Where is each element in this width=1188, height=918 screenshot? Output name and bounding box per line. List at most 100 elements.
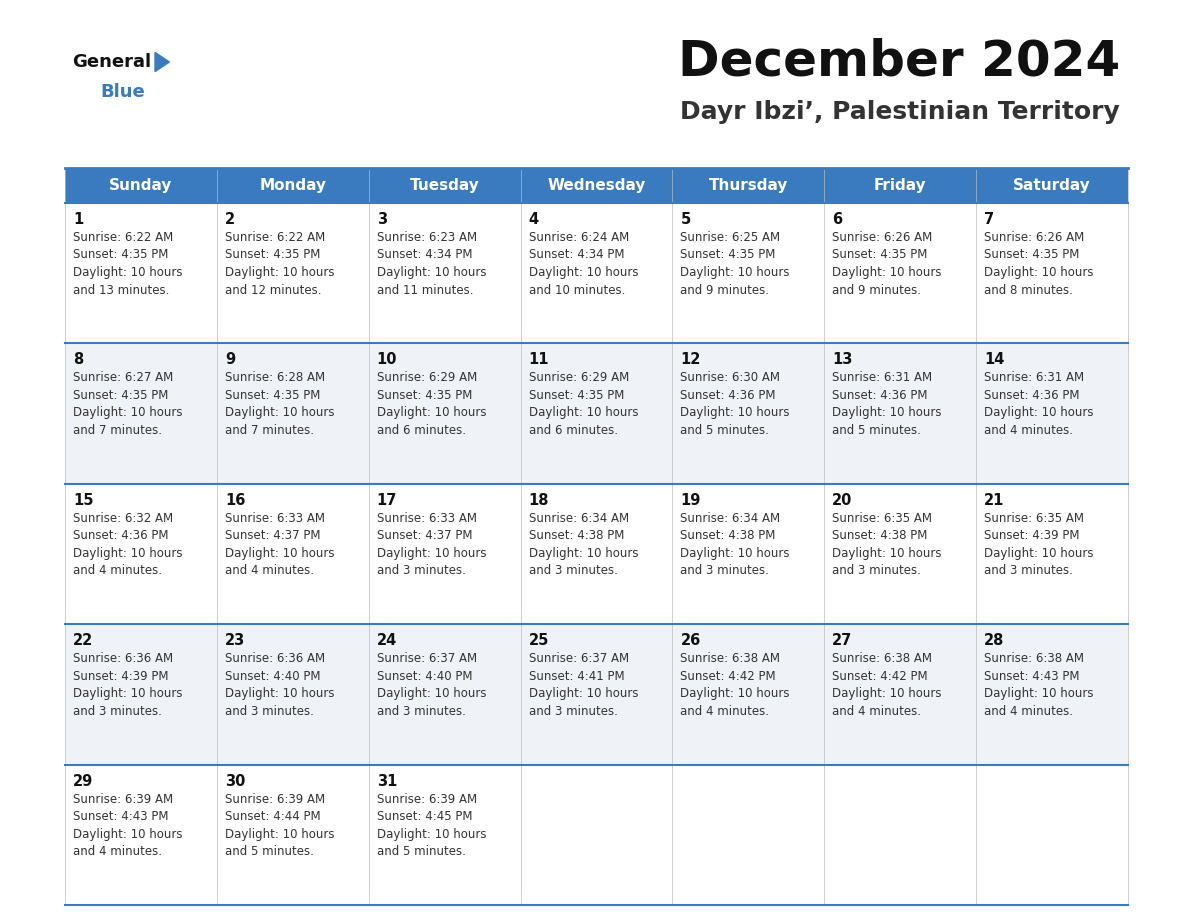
Text: and 6 minutes.: and 6 minutes. xyxy=(377,424,466,437)
Text: Daylight: 10 hours: Daylight: 10 hours xyxy=(833,688,942,700)
Text: Sunrise: 6:38 AM: Sunrise: 6:38 AM xyxy=(681,652,781,666)
Text: Sunrise: 6:38 AM: Sunrise: 6:38 AM xyxy=(833,652,933,666)
Text: 29: 29 xyxy=(72,774,93,789)
Text: and 12 minutes.: and 12 minutes. xyxy=(225,284,322,297)
Text: 27: 27 xyxy=(833,633,853,648)
Text: 20: 20 xyxy=(833,493,853,508)
Text: Daylight: 10 hours: Daylight: 10 hours xyxy=(225,688,334,700)
Text: Sunset: 4:36 PM: Sunset: 4:36 PM xyxy=(984,389,1080,402)
Text: Daylight: 10 hours: Daylight: 10 hours xyxy=(377,828,486,841)
Text: Sunset: 4:37 PM: Sunset: 4:37 PM xyxy=(225,530,321,543)
Text: and 4 minutes.: and 4 minutes. xyxy=(72,845,162,858)
Text: Sunset: 4:35 PM: Sunset: 4:35 PM xyxy=(72,249,169,262)
Text: Sunset: 4:38 PM: Sunset: 4:38 PM xyxy=(529,530,624,543)
Text: and 3 minutes.: and 3 minutes. xyxy=(529,705,618,718)
Text: and 4 minutes.: and 4 minutes. xyxy=(72,565,162,577)
Text: Friday: Friday xyxy=(874,178,927,193)
Text: Sunrise: 6:35 AM: Sunrise: 6:35 AM xyxy=(833,512,933,525)
Text: and 3 minutes.: and 3 minutes. xyxy=(72,705,162,718)
Text: and 3 minutes.: and 3 minutes. xyxy=(984,565,1073,577)
Bar xyxy=(65,343,1127,484)
Text: Daylight: 10 hours: Daylight: 10 hours xyxy=(984,688,1094,700)
Text: and 5 minutes.: and 5 minutes. xyxy=(681,424,770,437)
Text: Monday: Monday xyxy=(259,178,327,193)
Text: and 9 minutes.: and 9 minutes. xyxy=(833,284,921,297)
Bar xyxy=(65,203,1127,343)
Text: Daylight: 10 hours: Daylight: 10 hours xyxy=(529,547,638,560)
Text: Daylight: 10 hours: Daylight: 10 hours xyxy=(681,688,790,700)
Bar xyxy=(65,624,1127,765)
Text: Sunrise: 6:32 AM: Sunrise: 6:32 AM xyxy=(72,512,173,525)
Text: 26: 26 xyxy=(681,633,701,648)
Text: and 7 minutes.: and 7 minutes. xyxy=(225,424,314,437)
Text: and 3 minutes.: and 3 minutes. xyxy=(833,565,921,577)
Text: Daylight: 10 hours: Daylight: 10 hours xyxy=(833,547,942,560)
Text: 12: 12 xyxy=(681,353,701,367)
Text: Sunset: 4:40 PM: Sunset: 4:40 PM xyxy=(225,670,321,683)
Text: 11: 11 xyxy=(529,353,549,367)
Text: Daylight: 10 hours: Daylight: 10 hours xyxy=(529,266,638,279)
Text: and 10 minutes.: and 10 minutes. xyxy=(529,284,625,297)
Text: 24: 24 xyxy=(377,633,397,648)
Text: Sunrise: 6:37 AM: Sunrise: 6:37 AM xyxy=(377,652,476,666)
Text: and 4 minutes.: and 4 minutes. xyxy=(833,705,921,718)
Text: Daylight: 10 hours: Daylight: 10 hours xyxy=(225,828,334,841)
Text: Daylight: 10 hours: Daylight: 10 hours xyxy=(681,266,790,279)
Bar xyxy=(65,484,1127,624)
Text: Daylight: 10 hours: Daylight: 10 hours xyxy=(681,547,790,560)
Text: and 4 minutes.: and 4 minutes. xyxy=(681,705,770,718)
Bar xyxy=(65,765,1127,905)
Text: Sunrise: 6:26 AM: Sunrise: 6:26 AM xyxy=(833,231,933,244)
Text: 30: 30 xyxy=(225,774,245,789)
Text: and 4 minutes.: and 4 minutes. xyxy=(984,705,1073,718)
Text: Sunrise: 6:28 AM: Sunrise: 6:28 AM xyxy=(225,372,326,385)
Text: Sunset: 4:35 PM: Sunset: 4:35 PM xyxy=(377,389,472,402)
Text: Sunrise: 6:33 AM: Sunrise: 6:33 AM xyxy=(377,512,476,525)
Text: 28: 28 xyxy=(984,633,1005,648)
Text: Sunrise: 6:27 AM: Sunrise: 6:27 AM xyxy=(72,372,173,385)
Text: Sunrise: 6:36 AM: Sunrise: 6:36 AM xyxy=(225,652,326,666)
Text: 25: 25 xyxy=(529,633,549,648)
Text: 3: 3 xyxy=(377,212,387,227)
Text: 2: 2 xyxy=(225,212,235,227)
Text: Sunset: 4:43 PM: Sunset: 4:43 PM xyxy=(984,670,1080,683)
Text: Daylight: 10 hours: Daylight: 10 hours xyxy=(225,547,334,560)
Text: Sunset: 4:34 PM: Sunset: 4:34 PM xyxy=(377,249,472,262)
Text: Sunset: 4:42 PM: Sunset: 4:42 PM xyxy=(681,670,776,683)
Text: Sunset: 4:37 PM: Sunset: 4:37 PM xyxy=(377,530,472,543)
Text: 4: 4 xyxy=(529,212,538,227)
Text: and 3 minutes.: and 3 minutes. xyxy=(681,565,770,577)
Text: and 4 minutes.: and 4 minutes. xyxy=(984,424,1073,437)
Text: and 8 minutes.: and 8 minutes. xyxy=(984,284,1073,297)
Text: 14: 14 xyxy=(984,353,1005,367)
Text: and 13 minutes.: and 13 minutes. xyxy=(72,284,170,297)
Text: Sunset: 4:38 PM: Sunset: 4:38 PM xyxy=(681,530,776,543)
Text: Sunset: 4:35 PM: Sunset: 4:35 PM xyxy=(984,249,1080,262)
Text: Sunset: 4:36 PM: Sunset: 4:36 PM xyxy=(833,389,928,402)
Text: Daylight: 10 hours: Daylight: 10 hours xyxy=(984,407,1094,420)
Text: Daylight: 10 hours: Daylight: 10 hours xyxy=(984,547,1094,560)
Text: Sunset: 4:35 PM: Sunset: 4:35 PM xyxy=(833,249,928,262)
Text: 8: 8 xyxy=(72,353,83,367)
Text: 6: 6 xyxy=(833,212,842,227)
Text: and 3 minutes.: and 3 minutes. xyxy=(529,565,618,577)
Text: Sunrise: 6:29 AM: Sunrise: 6:29 AM xyxy=(529,372,628,385)
Text: and 3 minutes.: and 3 minutes. xyxy=(225,705,314,718)
Text: 18: 18 xyxy=(529,493,549,508)
Text: Wednesday: Wednesday xyxy=(548,178,646,193)
Text: Sunset: 4:36 PM: Sunset: 4:36 PM xyxy=(72,530,169,543)
Text: December 2024: December 2024 xyxy=(677,38,1120,86)
Text: Sunrise: 6:22 AM: Sunrise: 6:22 AM xyxy=(225,231,326,244)
Text: Daylight: 10 hours: Daylight: 10 hours xyxy=(377,688,486,700)
Text: 1: 1 xyxy=(72,212,83,227)
Text: Sunrise: 6:31 AM: Sunrise: 6:31 AM xyxy=(984,372,1085,385)
Text: Dayr Ibzi’, Palestinian Territory: Dayr Ibzi’, Palestinian Territory xyxy=(681,100,1120,124)
Text: Sunrise: 6:34 AM: Sunrise: 6:34 AM xyxy=(529,512,628,525)
Text: Daylight: 10 hours: Daylight: 10 hours xyxy=(529,407,638,420)
Text: and 6 minutes.: and 6 minutes. xyxy=(529,424,618,437)
Text: Sunset: 4:45 PM: Sunset: 4:45 PM xyxy=(377,810,472,823)
Text: Sunday: Sunday xyxy=(109,178,172,193)
Text: Sunset: 4:40 PM: Sunset: 4:40 PM xyxy=(377,670,472,683)
Text: 7: 7 xyxy=(984,212,994,227)
Text: Tuesday: Tuesday xyxy=(410,178,480,193)
